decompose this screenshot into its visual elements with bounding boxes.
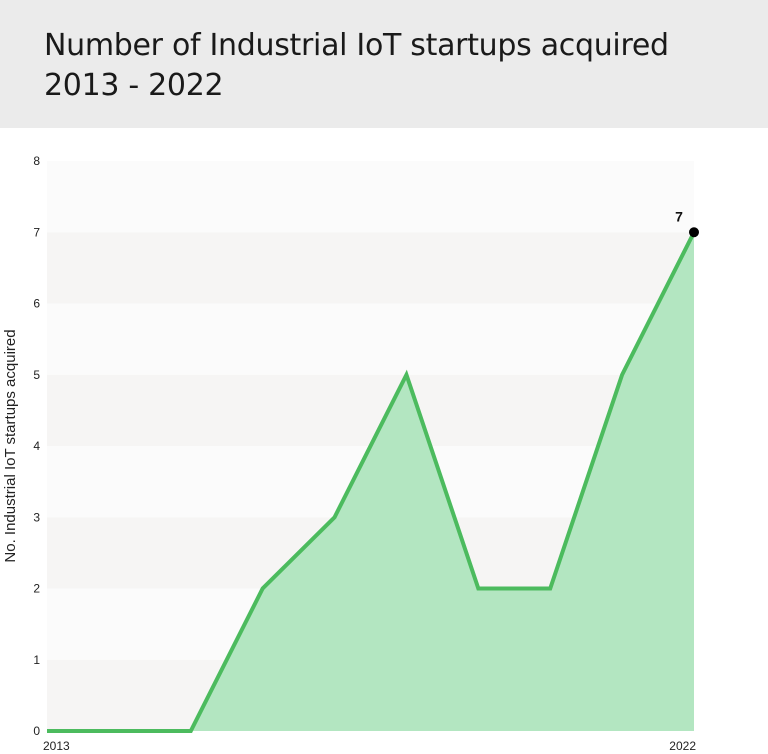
chart-title-line-2: 2013 - 2022 <box>44 68 224 103</box>
background-band <box>47 161 694 233</box>
y-tick-label: 6 <box>33 297 40 311</box>
title-banner: Number of Industrial IoT startups acquir… <box>0 0 768 128</box>
y-tick-label: 4 <box>33 439 40 453</box>
y-tick-label: 7 <box>33 225 40 239</box>
y-tick-label: 5 <box>33 368 40 382</box>
y-tick-label: 1 <box>33 653 40 667</box>
x-tick-label: 2013 <box>43 739 70 753</box>
series-line <box>47 231 696 733</box>
background-band <box>47 374 694 446</box>
end-value-label: 7 <box>675 208 683 224</box>
x-tick-label: 2022 <box>669 739 696 753</box>
y-tick-label: 8 <box>33 154 40 168</box>
y-tick-label: 3 <box>33 510 40 524</box>
y-axis-label: No. Industrial IoT startups acquired <box>2 329 19 562</box>
area-fill <box>47 232 694 731</box>
y-tick-label: 0 <box>33 724 40 738</box>
background-band <box>47 232 694 304</box>
background-band <box>47 303 694 375</box>
end-point-marker <box>689 227 699 238</box>
chart-title-line-1: Number of Industrial IoT startups acquir… <box>44 28 669 63</box>
chart-title: Number of Industrial IoT startups acquir… <box>44 26 744 106</box>
chart-area: 0 1 2 3 4 5 6 7 8 2013 2022 No. Industrial IoT star… <box>2 154 699 753</box>
y-tick-label: 2 <box>33 582 40 596</box>
